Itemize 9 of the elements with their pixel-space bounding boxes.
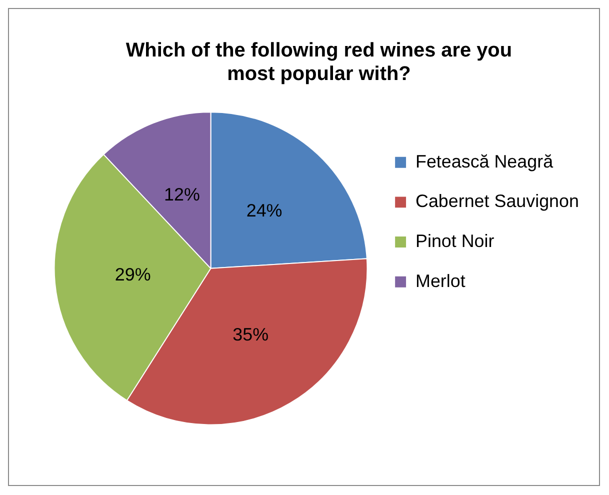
chart-title: Which of the following red wines are you most popular with? <box>126 39 512 86</box>
legend-label: Merlot <box>416 270 466 291</box>
legend-label: Pinot Noir <box>416 230 494 251</box>
data-label: 35% <box>232 324 269 345</box>
legend-label: Fetească Neagră <box>416 151 554 172</box>
legend-label: Cabernet Sauvignon <box>416 191 579 212</box>
data-label: 29% <box>114 264 151 285</box>
data-label: 12% <box>164 184 200 205</box>
data-label: 24% <box>246 200 282 220</box>
